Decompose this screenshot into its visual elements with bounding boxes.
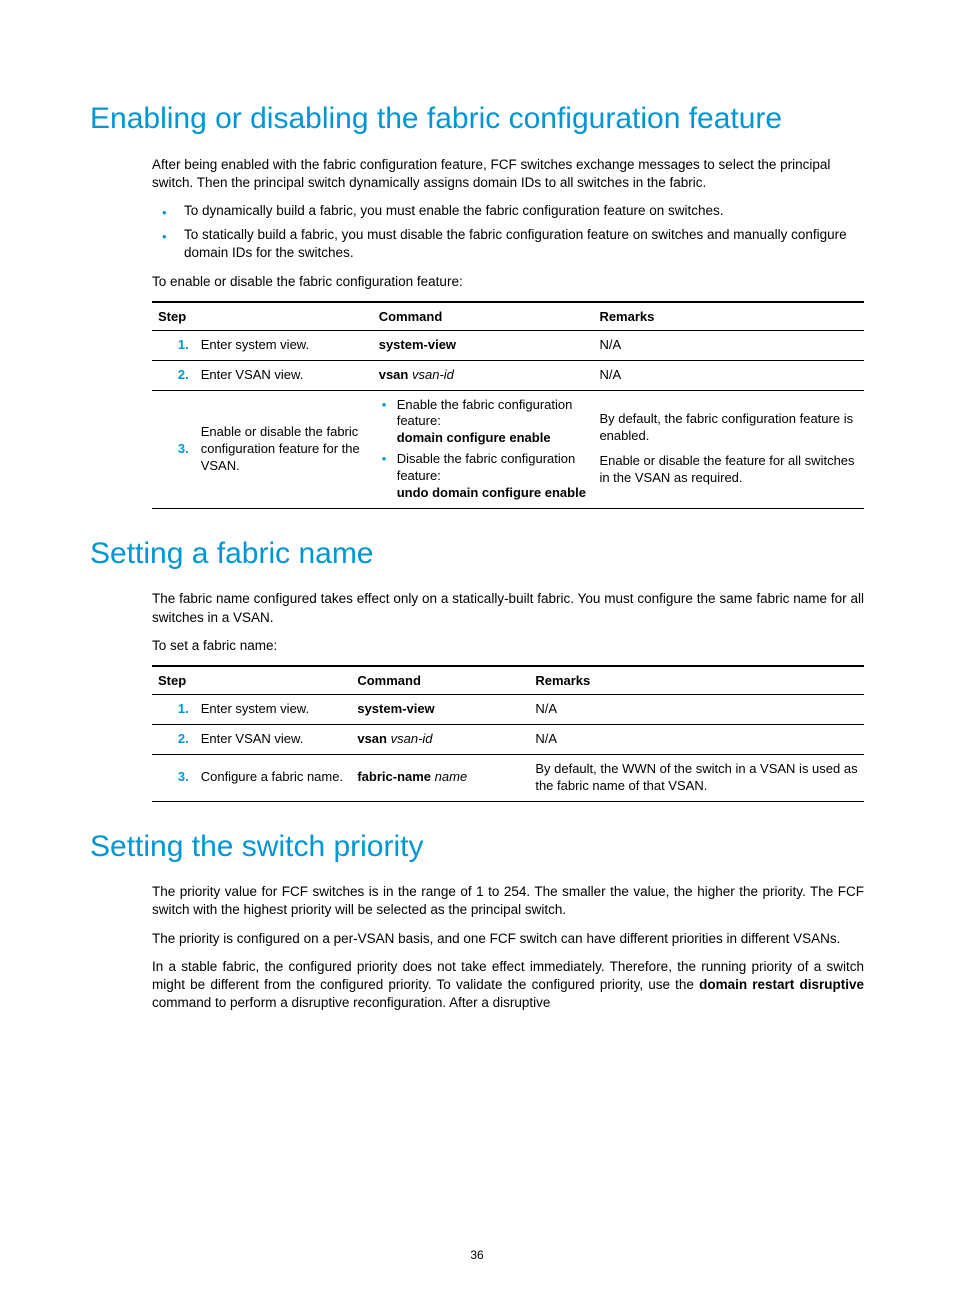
step-remarks: N/A (529, 695, 864, 725)
step-command: Enable the fabric configuration feature:… (373, 390, 594, 508)
heading-switch-priority: Setting the switch priority (90, 828, 864, 866)
step-desc: Configure a fabric name. (195, 754, 352, 801)
section1-body: After being enabled with the fabric conf… (152, 156, 864, 509)
step-number: 3. (152, 390, 195, 508)
step-number: 1. (152, 695, 195, 725)
para: In a stable fabric, the configured prior… (152, 958, 864, 1013)
step-remarks: By default, the fabric configuration fea… (593, 390, 864, 508)
step-number: 3. (152, 754, 195, 801)
step-command: system-view (351, 695, 529, 725)
table-row: 3. Enable or disable the fabric configur… (152, 390, 864, 508)
section3-body: The priority value for FCF switches is i… (152, 883, 864, 1012)
table-row: 2. Enter VSAN view. vsan vsan-id N/A (152, 724, 864, 754)
step-command: fabric-name name (351, 754, 529, 801)
bullet-item: To statically build a fabric, you must d… (152, 226, 864, 262)
para: The priority is configured on a per-VSAN… (152, 930, 864, 948)
step-command: system-view (373, 330, 594, 360)
th-remarks: Remarks (529, 666, 864, 695)
step-desc: Enable or disable the fabric configurati… (195, 390, 373, 508)
cmd-bullet: Disable the fabric configuration feature… (379, 451, 588, 502)
heading-fabric-name: Setting a fabric name (90, 535, 864, 573)
para: The priority value for FCF switches is i… (152, 883, 864, 919)
table-row: 3. Configure a fabric name. fabric-name … (152, 754, 864, 801)
step-remarks: By default, the WWN of the switch in a V… (529, 754, 864, 801)
bullet-item: To dynamically build a fabric, you must … (152, 202, 864, 220)
step-command: vsan vsan-id (373, 360, 594, 390)
bullet-list: To dynamically build a fabric, you must … (152, 202, 864, 263)
cmd-bullet: Enable the fabric configuration feature:… (379, 397, 588, 448)
step-remarks: N/A (593, 360, 864, 390)
step-number: 2. (152, 724, 195, 754)
step-command: vsan vsan-id (351, 724, 529, 754)
para: After being enabled with the fabric conf… (152, 156, 864, 192)
table-row: 1. Enter system view. system-view N/A (152, 330, 864, 360)
step-desc: Enter VSAN view. (195, 360, 373, 390)
table-row: 1. Enter system view. system-view N/A (152, 695, 864, 725)
step-remarks: N/A (529, 724, 864, 754)
section2-body: The fabric name configured takes effect … (152, 590, 864, 801)
table-fabric-config: Step Command Remarks 1. Enter system vie… (152, 301, 864, 509)
step-desc: Enter system view. (195, 695, 352, 725)
th-step: Step (152, 302, 373, 331)
step-number: 1. (152, 330, 195, 360)
table-fabric-name: Step Command Remarks 1. Enter system vie… (152, 665, 864, 802)
th-command: Command (373, 302, 594, 331)
page-number: 36 (0, 1248, 954, 1262)
th-remarks: Remarks (593, 302, 864, 331)
para: To set a fabric name: (152, 637, 864, 655)
th-step: Step (152, 666, 351, 695)
step-remarks: N/A (593, 330, 864, 360)
step-number: 2. (152, 360, 195, 390)
para: To enable or disable the fabric configur… (152, 273, 864, 291)
para: The fabric name configured takes effect … (152, 590, 864, 626)
step-desc: Enter VSAN view. (195, 724, 352, 754)
heading-fabric-config: Enabling or disabling the fabric configu… (90, 100, 864, 138)
table-row: 2. Enter VSAN view. vsan vsan-id N/A (152, 360, 864, 390)
step-desc: Enter system view. (195, 330, 373, 360)
th-command: Command (351, 666, 529, 695)
page: Enabling or disabling the fabric configu… (0, 0, 954, 1296)
